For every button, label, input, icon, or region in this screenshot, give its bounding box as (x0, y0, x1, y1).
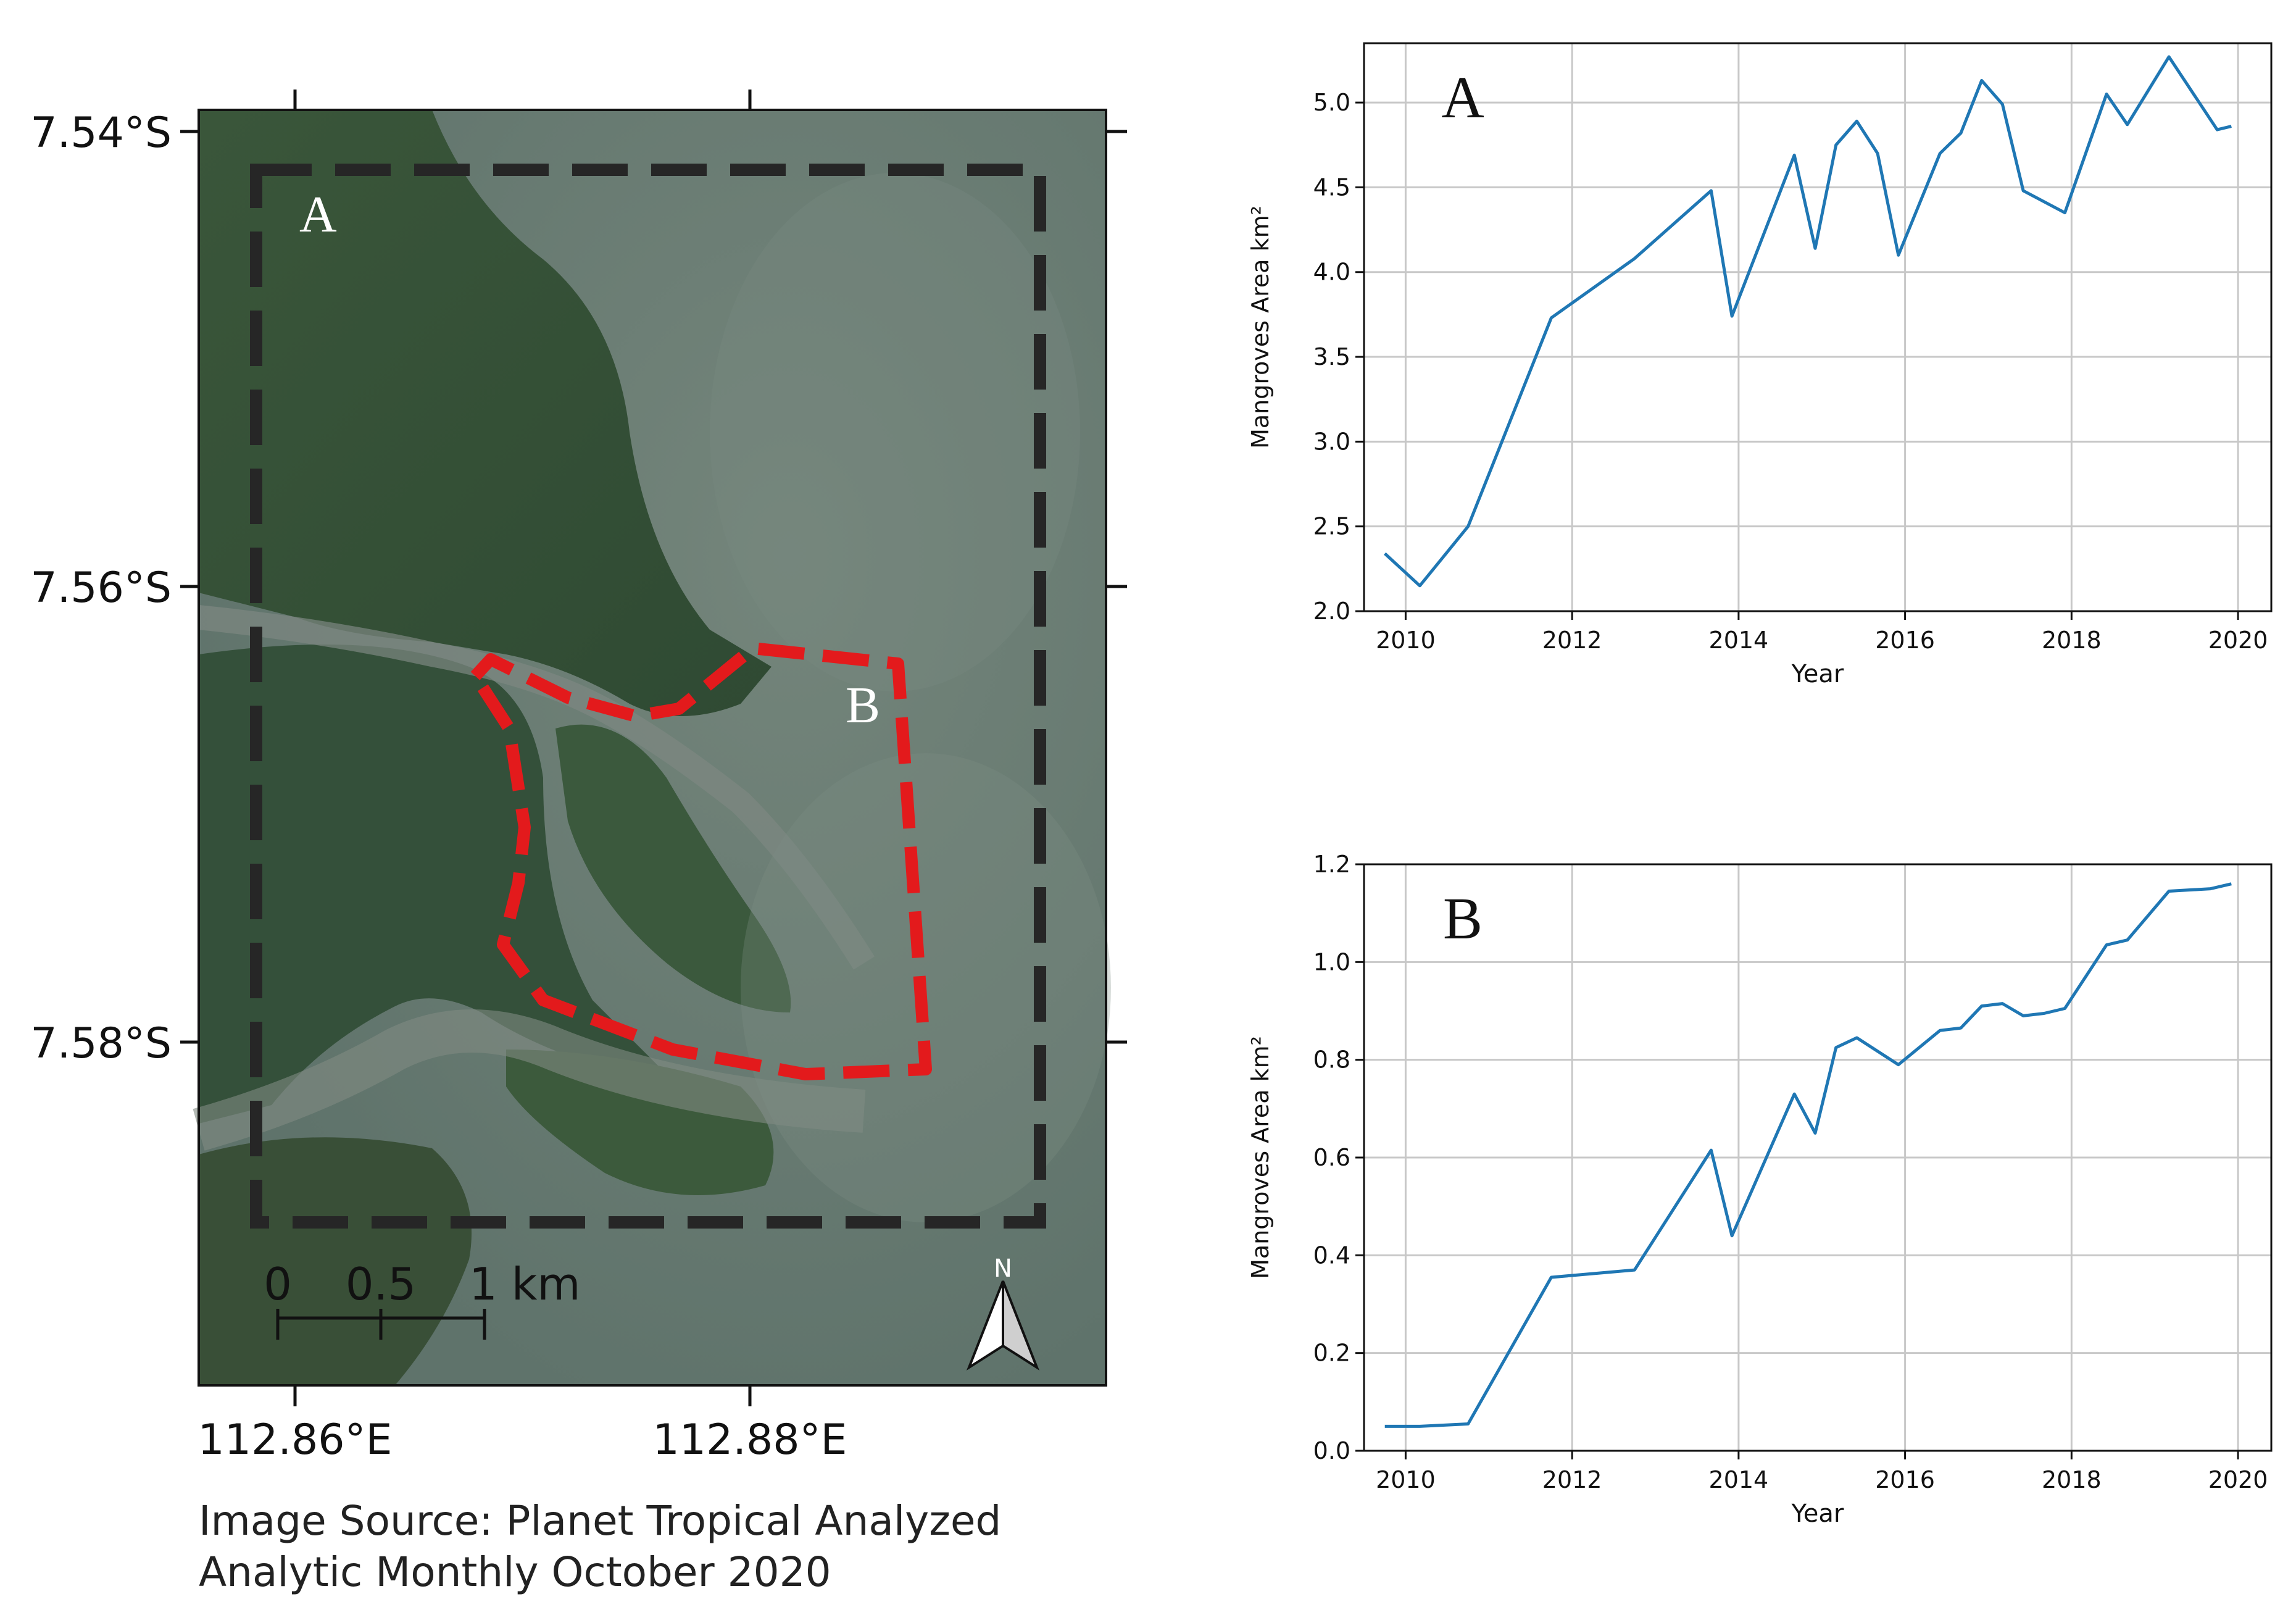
area-a-outline (250, 164, 1046, 1229)
x-tick-label: 2014 (1709, 627, 1769, 654)
y-axis-label: Mangroves Area km² (1247, 206, 1274, 449)
x-tick-label: 2020 (2208, 1466, 2268, 1493)
lon-label-11286: 112.86°E (198, 1416, 393, 1464)
scale-tick-1km: 1 km (469, 1258, 581, 1310)
y-tick-label: 3.5 (1313, 343, 1350, 370)
series-line (1384, 55, 2232, 588)
x-axis-label: Year (1791, 1500, 1844, 1528)
series-line (1384, 882, 2232, 1428)
x-tick-label: 2018 (2042, 627, 2102, 654)
y-tick-label: 2.5 (1313, 513, 1350, 540)
map-panel: A B 7.54°S 7.56°S 7.58°S 112.86°E 112.88… (30, 90, 1127, 1464)
data-points (1383, 882, 2234, 1429)
image-source-line-1: Image Source: Planet Tropical Analyzed (199, 1497, 1002, 1545)
longitude-ticks (293, 90, 752, 1406)
y-tick-label: 4.0 (1313, 259, 1350, 286)
x-tick-label: 2012 (1542, 627, 1602, 654)
lat-label-756: 7.56°S (30, 564, 172, 612)
chart-a: 2010 2012 2014 2016 2018 2020 2.0 2.5 3.0 3.5 4.0 4… (1247, 42, 2273, 688)
data-points (1383, 54, 2234, 588)
area-a-label: A (299, 186, 337, 243)
y-tick-label: 0.4 (1313, 1242, 1350, 1269)
lat-label-758: 7.58°S (30, 1019, 172, 1068)
y-tick-label: 0.0 (1313, 1437, 1350, 1464)
x-tick-label: 2020 (2208, 627, 2268, 654)
lat-label-754: 7.54°S (30, 109, 172, 157)
x-tick-label: 2016 (1875, 627, 1935, 654)
x-tick-label: 2014 (1709, 1466, 1769, 1493)
x-tick-label: 2016 (1875, 1466, 1935, 1493)
y-tick-label: 5.0 (1313, 89, 1350, 116)
area-b-label: B (846, 677, 880, 734)
satellite-imagery (193, 109, 1111, 1387)
scale-tick-0: 0 (264, 1258, 292, 1310)
y-tick-label: 4.5 (1313, 173, 1350, 201)
grid-lines (1364, 43, 2271, 612)
y-tick-label: 1.2 (1313, 852, 1350, 878)
x-tick-label: 2012 (1542, 1466, 1602, 1493)
x-axis-label: Year (1791, 660, 1844, 688)
image-source-line-2: Analytic Monthly October 2020 (199, 1548, 831, 1596)
lon-label-11288: 112.88°E (653, 1416, 847, 1464)
x-tick-label: 2018 (2042, 1466, 2102, 1493)
y-axis-label: Mangroves Area km² (1247, 1036, 1274, 1279)
x-tick-label: 2010 (1376, 1466, 1436, 1493)
y-tick-label: 0.2 (1313, 1340, 1350, 1367)
y-tick-label: 0.8 (1313, 1046, 1350, 1074)
latitude-ticks (180, 130, 1127, 1044)
scale-tick-05: 0.5 (346, 1258, 417, 1310)
area-b-outline (469, 642, 932, 1080)
grid-lines (1364, 863, 2271, 1452)
north-arrow-icon: N (966, 1254, 1040, 1371)
y-tick-label: 2.0 (1313, 598, 1350, 625)
chart-b: 2010 2012 2014 2016 2018 2020 0.0 0.2 0.4 0.6 0.8 1… (1247, 852, 2273, 1528)
y-tick-label: 1.0 (1313, 948, 1350, 975)
scale-bar: 0 0.5 1 km (264, 1258, 581, 1340)
panel-label: A (1441, 64, 1484, 130)
plot-frame (1363, 42, 2273, 612)
panel-label: B (1443, 885, 1483, 951)
north-label: N (994, 1254, 1012, 1283)
x-tick-label: 2010 (1376, 627, 1436, 654)
y-tick-label: 0.6 (1313, 1144, 1350, 1171)
y-tick-label: 3.0 (1313, 428, 1350, 455)
